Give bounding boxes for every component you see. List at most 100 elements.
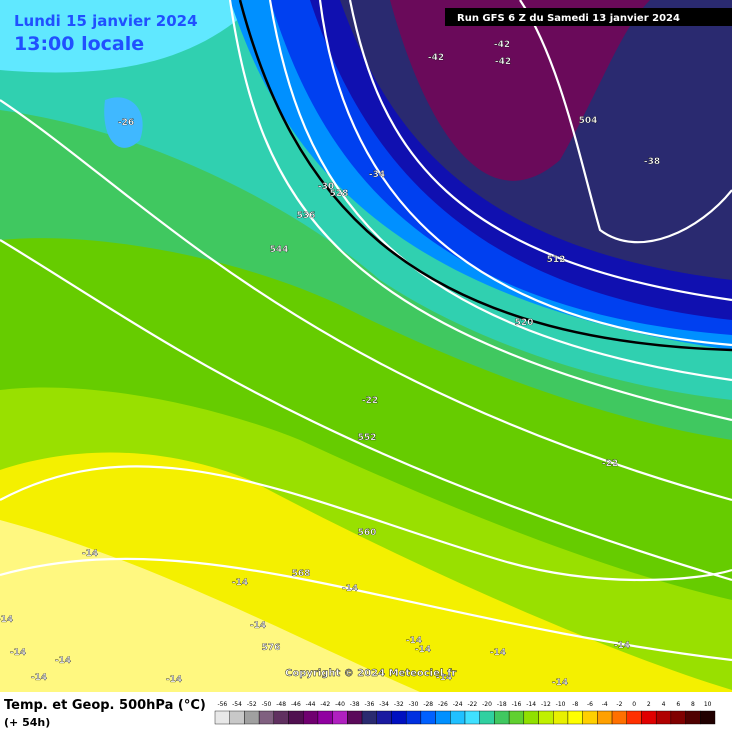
- contour-label: 512: [547, 255, 566, 265]
- band-pale-yellow: [0, 520, 420, 692]
- contour-label: -26: [118, 118, 134, 128]
- contour-label: -14: [342, 584, 358, 594]
- scale-swatch: [361, 710, 377, 725]
- scale-label: 8: [691, 701, 695, 708]
- scale-label: -18: [497, 701, 507, 708]
- scale-label: -22: [467, 701, 477, 708]
- contour-label: -42: [494, 40, 510, 50]
- contour-label: -42: [428, 53, 444, 63]
- contour-label: -14: [490, 648, 506, 658]
- scale-label: -42: [320, 701, 330, 708]
- contour-label: -14: [406, 636, 422, 646]
- scale-label: -24: [453, 701, 463, 708]
- footer-lead: (+ 54h): [4, 716, 50, 729]
- scale-swatch: [332, 710, 348, 725]
- contour: [268, 0, 732, 382]
- contour-label: -14: [250, 621, 266, 631]
- scale-label: -46: [291, 701, 301, 708]
- contour: [0, 465, 732, 582]
- scale-label: -34: [379, 701, 389, 708]
- contour: [0, 557, 732, 662]
- run: Run GFS 6 Z du Samedi 13 janvier 2024: [457, 13, 680, 24]
- scale-label: 2: [647, 701, 651, 708]
- contour-label: -14: [415, 645, 431, 655]
- scale-swatch: [641, 710, 657, 725]
- scale-swatch: [494, 710, 510, 725]
- scale-swatch: [317, 710, 333, 725]
- contour: [318, 0, 732, 347]
- scale-swatch: [391, 710, 407, 725]
- footer-title: Temp. et Geop. 500hPa (°C): [4, 698, 206, 713]
- contour: [519, 0, 732, 244]
- scale-label: -52: [247, 701, 257, 708]
- copyright: Copyright © 2024 Meteociel.fr: [285, 668, 456, 679]
- scale-label: -38: [350, 701, 360, 708]
- contour-label: -14: [10, 648, 26, 658]
- contour-label: 544: [270, 245, 289, 255]
- contour-label: -22: [602, 459, 618, 469]
- color-scale: -56 -54 -52 -50 -48 -46 -44 -42 -40 -38 -36 -34 -32-…: [214, 701, 716, 725]
- contour-label: -14: [31, 673, 47, 683]
- contour-label: 568: [292, 569, 311, 579]
- scale-label: -2: [616, 701, 622, 708]
- contour-label: -22: [362, 396, 378, 406]
- band-light-cyan: [0, 0, 260, 73]
- contour-label: 552: [358, 433, 377, 443]
- scale-swatch: [214, 710, 230, 725]
- contour-label: 504: [579, 116, 598, 126]
- scale-swatch: [376, 710, 392, 725]
- contour-label: 528: [330, 189, 349, 199]
- date: Lundi 15 janvier 2024: [14, 12, 198, 30]
- scale-swatch: [700, 710, 716, 725]
- contour-label: -14: [552, 678, 568, 688]
- scale-swatch: [597, 710, 613, 725]
- contour-label: 576: [262, 643, 281, 653]
- contour: [0, 239, 732, 582]
- scale-label: -26: [438, 701, 448, 708]
- contour-bold: [238, 0, 732, 352]
- scale-swatch: [303, 710, 319, 725]
- scale-label: -54: [232, 701, 242, 708]
- contour: [228, 0, 732, 422]
- scale-swatch: [464, 710, 480, 725]
- scale-swatch: [347, 710, 363, 725]
- scale-swatch: [273, 710, 289, 725]
- scale-label: -16: [512, 701, 522, 708]
- scale-label: -40: [335, 701, 345, 708]
- scale-swatch: [450, 710, 466, 725]
- scale-swatch: [420, 710, 436, 725]
- scale-label: -4: [602, 701, 608, 708]
- band-purple: [390, 0, 650, 181]
- scale-label: -14: [526, 701, 536, 708]
- contour-label: -14: [436, 673, 452, 683]
- scale-label: -20: [482, 701, 492, 708]
- scale-swatch: [655, 710, 672, 725]
- cold-pocket: [104, 97, 143, 148]
- contour: [348, 0, 732, 302]
- scale-label: 0: [632, 701, 636, 708]
- contour-label: -14: [232, 578, 248, 588]
- scale-label: -36: [365, 701, 375, 708]
- scale-label: -44: [306, 701, 316, 708]
- contour-label: -14: [82, 549, 98, 559]
- scale-swatch: [626, 710, 642, 725]
- scale-label: -28: [423, 701, 433, 708]
- time: 13:00 locale: [14, 33, 144, 55]
- scale-label: -48: [276, 701, 286, 708]
- contour-label: -14: [0, 615, 13, 625]
- scale-label: -12: [541, 701, 551, 708]
- scale-label: 6: [676, 701, 680, 708]
- scale-swatch: [405, 710, 422, 725]
- contour-label: -34: [369, 170, 385, 180]
- scale-swatch: [685, 710, 701, 725]
- scale-swatch: [582, 710, 598, 725]
- scale-label: 4: [662, 701, 666, 708]
- scale-swatch: [553, 710, 569, 725]
- scale-swatch: [538, 710, 554, 725]
- scale-label: -10: [556, 701, 566, 708]
- scale-swatch: [567, 710, 583, 725]
- contour-label: -14: [614, 641, 630, 651]
- scale-label: -6: [587, 701, 593, 708]
- scale-swatch: [670, 710, 686, 725]
